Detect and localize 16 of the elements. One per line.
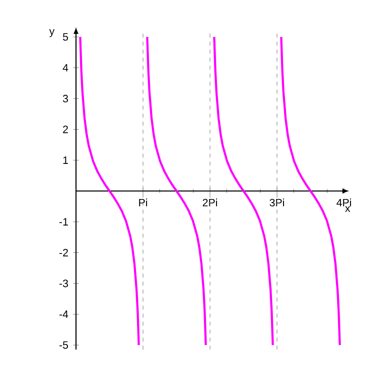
x-tick-label: 4Pi	[336, 198, 351, 206]
y-tick-label: 2	[63, 126, 68, 134]
x-tick-label: 3Pi	[270, 198, 284, 206]
x-axis-title: x	[345, 206, 350, 212]
y-tick-label: 1	[63, 156, 68, 164]
y-axis-title: y	[49, 29, 55, 38]
y-tick-label: -3	[59, 280, 68, 288]
y-tick-label: 3	[62, 94, 68, 102]
y-tick-label: -1	[59, 218, 68, 226]
y-tick-label: -4	[59, 310, 68, 318]
y-tick-label: 5	[62, 33, 68, 41]
x-tick-label: Pi	[139, 198, 148, 206]
x-tick-label: 2Pi	[202, 198, 217, 206]
y-tick-label: 4	[62, 64, 68, 72]
y-tick-label: -2	[59, 248, 68, 256]
y-tick-label: -5	[59, 341, 68, 349]
